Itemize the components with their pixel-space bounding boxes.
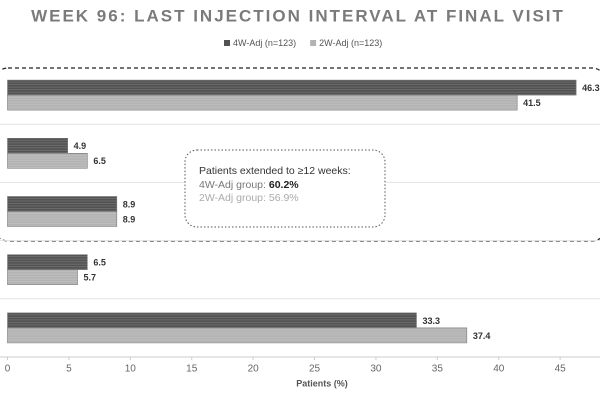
value-label: 41.5 <box>523 98 541 108</box>
bar <box>7 153 88 169</box>
legend-swatch <box>310 40 317 46</box>
bar <box>7 327 468 344</box>
value-label: 33.3 <box>422 316 440 326</box>
x-tick-label: 45 <box>555 364 567 375</box>
legend-swatch <box>224 40 230 46</box>
x-tick-label: 25 <box>309 364 321 375</box>
x-axis-label: Patients (%) <box>296 378 348 388</box>
chart-title: WEEK 96: LAST INJECTION INTERVAL AT FINA… <box>31 6 565 25</box>
bar <box>7 94 518 111</box>
x-tick-label: 0 <box>5 364 11 375</box>
x-tick-label: 30 <box>370 364 382 375</box>
annotation-group: 2W-Adj group: <box>199 192 266 204</box>
value-label: 37.4 <box>473 331 491 341</box>
annotation-group: 4W-Adj group: <box>199 179 266 191</box>
annotation-box <box>184 149 386 228</box>
legend-label: 2W-Adj (n=123) <box>319 38 382 48</box>
x-tick-label: 40 <box>493 364 505 375</box>
value-label: 5.7 <box>84 273 97 283</box>
value-label: 6.5 <box>93 156 106 166</box>
annotation-value: 60.2% <box>269 179 299 191</box>
x-tick-label: 10 <box>125 364 137 375</box>
annotation-line: 4W-Adj group: 60.2% <box>199 179 299 191</box>
legend-label: 4W-Adj (n=123) <box>233 38 296 48</box>
annotation-line: 2W-Adj group: 56.9% <box>199 192 299 204</box>
x-tick-label: 5 <box>66 364 72 375</box>
x-tick-label: 20 <box>248 364 260 375</box>
value-label: 8.9 <box>123 199 136 209</box>
annotation-heading: Patients extended to ≥12 weeks: <box>199 165 351 177</box>
value-label: 4.9 <box>74 141 87 151</box>
value-label: 6.5 <box>93 258 106 268</box>
x-tick-label: 35 <box>432 364 444 375</box>
annotation-value: 56.9% <box>269 192 299 204</box>
value-label: 8.9 <box>123 214 136 224</box>
bar <box>7 269 78 286</box>
value-label: 46.3 <box>582 83 600 93</box>
bar <box>7 211 118 227</box>
x-tick-label: 15 <box>186 364 198 375</box>
